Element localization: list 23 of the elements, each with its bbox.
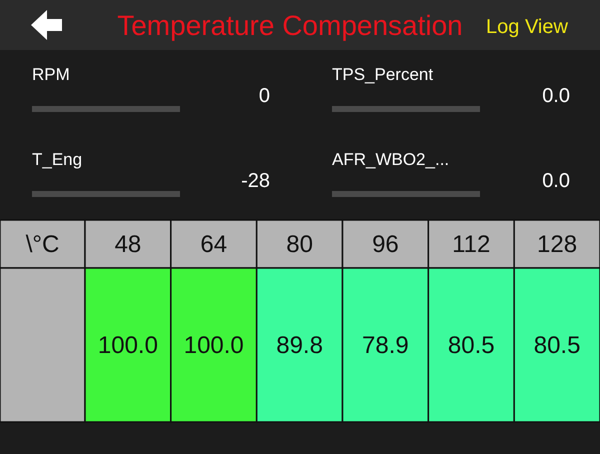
data-label: 80.5 [534,332,580,359]
x-tick-label: 64 [200,231,228,258]
data-label: 100.0 [184,332,244,359]
text: 0.0 [542,85,570,107]
text: Log View [486,16,569,38]
data-label: 100.0 [98,332,158,359]
x-tick-label: 112 [452,231,490,258]
x-tick-label: 128 [537,231,578,258]
text: AFR_WBO2_... [332,150,450,169]
text: TPS_Percent [332,65,434,84]
text: 0 [258,85,270,107]
text: 0.0 [542,170,570,192]
data-label: 80.5 [448,332,495,359]
x-tick-label: 48 [114,231,142,258]
text: T_Eng [32,150,82,169]
text: -28 [241,170,270,192]
x-tick-label: 96 [372,231,399,258]
text: RPM [32,65,70,84]
text: Temperature Compensation [117,10,463,41]
data-label: 89.8 [276,332,323,359]
x-tick-label: 80 [286,231,313,258]
data-label: 78.9 [362,332,409,359]
x-axis-title: \°C [26,231,60,258]
